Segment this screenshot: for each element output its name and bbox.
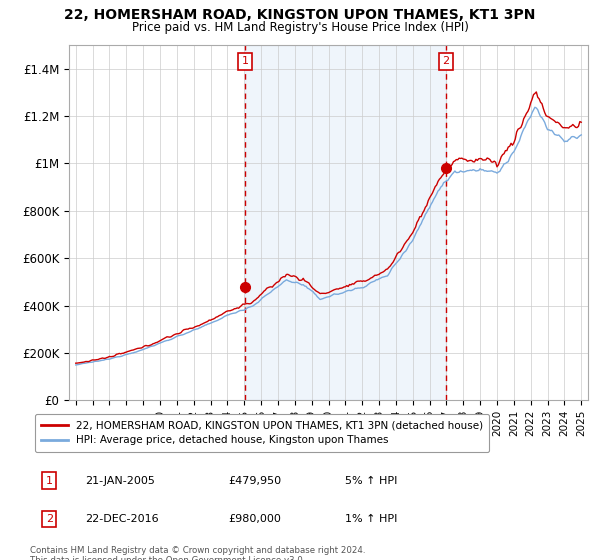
Bar (245, 45, 446, 400)
Text: Contains HM Land Registry data © Crown copyright and database right 2024.
This d: Contains HM Land Registry data © Crown c… (30, 546, 365, 560)
Text: 1: 1 (242, 57, 249, 67)
Text: Price paid vs. HM Land Registry's House Price Index (HPI): Price paid vs. HM Land Registry's House … (131, 21, 469, 34)
Text: 22-DEC-2016: 22-DEC-2016 (85, 514, 159, 524)
Text: 21-JAN-2005: 21-JAN-2005 (85, 475, 155, 486)
Text: £980,000: £980,000 (229, 514, 281, 524)
Text: 5% ↑ HPI: 5% ↑ HPI (344, 475, 397, 486)
Text: 1% ↑ HPI: 1% ↑ HPI (344, 514, 397, 524)
Legend: 22, HOMERSHAM ROAD, KINGSTON UPON THAMES, KT1 3PN (detached house), HPI: Average: 22, HOMERSHAM ROAD, KINGSTON UPON THAMES… (35, 414, 489, 452)
Text: 22, HOMERSHAM ROAD, KINGSTON UPON THAMES, KT1 3PN: 22, HOMERSHAM ROAD, KINGSTON UPON THAMES… (64, 8, 536, 22)
Text: 2: 2 (46, 514, 53, 524)
Text: £479,950: £479,950 (229, 475, 282, 486)
Text: 2: 2 (443, 57, 449, 67)
Text: 1: 1 (46, 475, 53, 486)
